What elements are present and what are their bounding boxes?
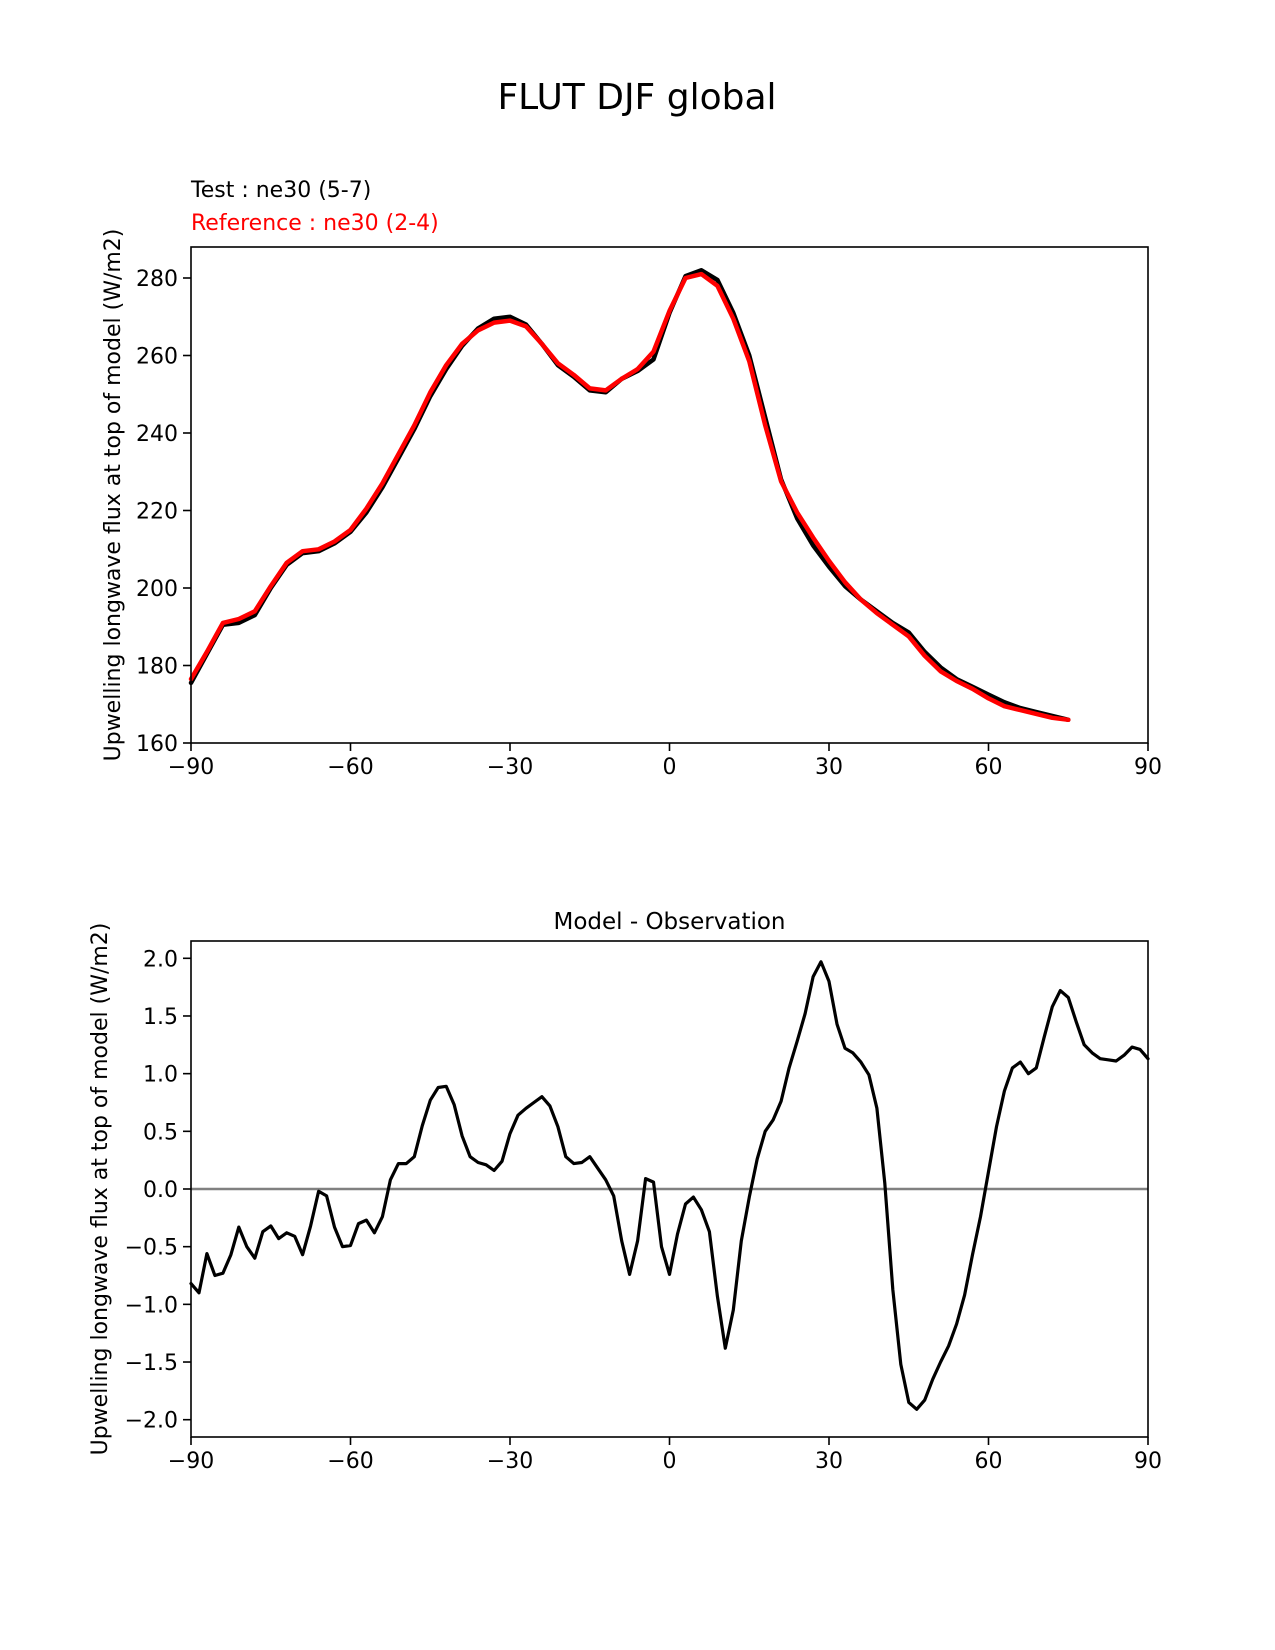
x-tick-label: 90 xyxy=(1134,755,1162,780)
figure-title: FLUT DJF global xyxy=(497,77,776,118)
difference-series-line xyxy=(189,960,1150,1411)
y-tick-label: 1.0 xyxy=(143,1063,178,1088)
test-series-line xyxy=(188,268,1071,723)
x-tick-label: −90 xyxy=(168,755,214,780)
y-axis-label: Upwelling longwave flux at top of model … xyxy=(88,923,113,1456)
flux-line-plot: −90 −60 −30 0 30 60 90 160 180 200 220 240 260 280 Upw… xyxy=(101,229,1162,780)
reference-series-line xyxy=(188,271,1071,723)
y-tick-label: 280 xyxy=(136,267,178,292)
x-tick-label: 0 xyxy=(663,755,677,780)
y-tick-label: 160 xyxy=(136,732,178,757)
x-tick-label: 30 xyxy=(815,1449,843,1474)
y-tick-label: 180 xyxy=(136,655,178,680)
x-tick-label: −30 xyxy=(487,755,533,780)
x-tick-label: 0 xyxy=(663,1449,677,1474)
x-tick-label: 60 xyxy=(975,1449,1003,1474)
reference-legend-label: Reference : ne30 (2-4) xyxy=(191,211,439,236)
x-tick-label: −60 xyxy=(327,755,373,780)
x-tick-label: 30 xyxy=(815,755,843,780)
x-tick-label: 60 xyxy=(975,755,1003,780)
y-axis-label: Upwelling longwave flux at top of model … xyxy=(101,229,126,762)
y-tick-label: 0.0 xyxy=(143,1178,178,1203)
axes-frame xyxy=(190,246,1149,744)
y-tick-label: 200 xyxy=(136,577,178,602)
y-tick-label: 1.5 xyxy=(143,1005,178,1030)
x-tick-label: 90 xyxy=(1134,1449,1162,1474)
y-tick-label: −2.0 xyxy=(125,1409,178,1434)
y-tick-label: 240 xyxy=(136,422,178,447)
x-tick-label: −90 xyxy=(168,1449,214,1474)
difference-line-plot: Model - Observation −90 −60 −30 0 30 60 90 −2.0 −… xyxy=(88,909,1162,1474)
test-legend-label: Test : ne30 (5-7) xyxy=(190,178,371,203)
x-tick-label: −60 xyxy=(327,1449,373,1474)
y-tick-label: −1.0 xyxy=(125,1293,178,1318)
subplot-title: Model - Observation xyxy=(553,909,785,935)
y-tick-label: 0.5 xyxy=(143,1120,178,1145)
y-tick-label: −1.5 xyxy=(125,1351,178,1376)
x-tick-label: −30 xyxy=(487,1449,533,1474)
y-tick-label: 220 xyxy=(136,500,178,525)
y-tick-label: −0.5 xyxy=(125,1236,178,1261)
y-tick-label: 2.0 xyxy=(143,947,178,972)
y-tick-label: 260 xyxy=(136,345,178,370)
